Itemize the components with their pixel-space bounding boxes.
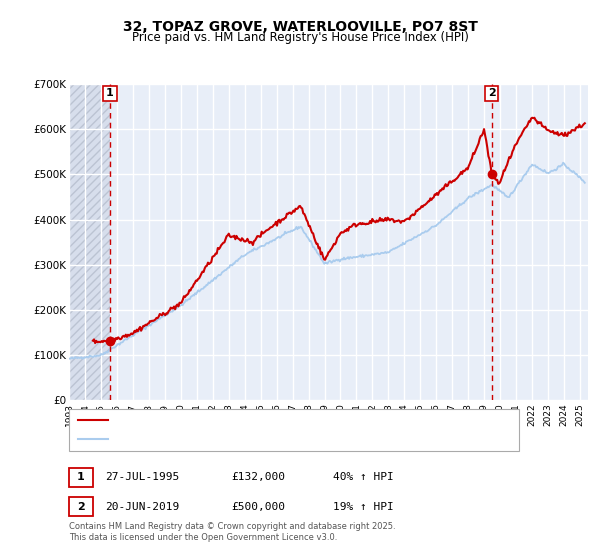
- Text: HPI: Average price, detached house, Havant: HPI: Average price, detached house, Hava…: [114, 435, 344, 445]
- Text: Contains HM Land Registry data © Crown copyright and database right 2025.: Contains HM Land Registry data © Crown c…: [69, 522, 395, 531]
- Text: 19% ↑ HPI: 19% ↑ HPI: [333, 502, 394, 512]
- Text: 1: 1: [77, 472, 85, 482]
- Bar: [69, 84, 110, 400]
- Text: 32, TOPAZ GROVE, WATERLOOVILLE, PO7 8ST (detached house): 32, TOPAZ GROVE, WATERLOOVILLE, PO7 8ST …: [114, 415, 446, 425]
- Text: Price paid vs. HM Land Registry's House Price Index (HPI): Price paid vs. HM Land Registry's House …: [131, 31, 469, 44]
- Text: 32, TOPAZ GROVE, WATERLOOVILLE, PO7 8ST: 32, TOPAZ GROVE, WATERLOOVILLE, PO7 8ST: [122, 20, 478, 34]
- Text: 20-JUN-2019: 20-JUN-2019: [105, 502, 179, 512]
- Text: 1: 1: [106, 88, 114, 99]
- Text: 40% ↑ HPI: 40% ↑ HPI: [333, 472, 394, 482]
- Text: This data is licensed under the Open Government Licence v3.0.: This data is licensed under the Open Gov…: [69, 533, 337, 542]
- Text: 2: 2: [77, 502, 85, 512]
- Text: £500,000: £500,000: [231, 502, 285, 512]
- Text: 2: 2: [488, 88, 496, 99]
- Text: £132,000: £132,000: [231, 472, 285, 482]
- Text: 27-JUL-1995: 27-JUL-1995: [105, 472, 179, 482]
